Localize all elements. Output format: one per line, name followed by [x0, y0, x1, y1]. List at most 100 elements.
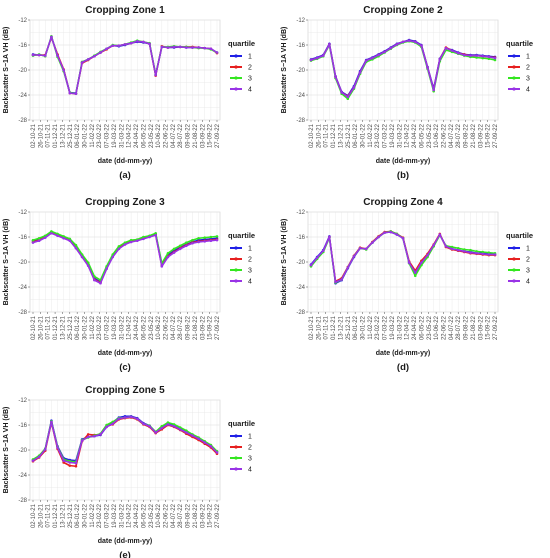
- panel-caption: (d): [397, 362, 409, 373]
- panel-caption: (b): [397, 170, 409, 181]
- x-tick-label: 01-12-21: [331, 123, 337, 148]
- data-point-q4: [364, 59, 368, 62]
- data-point-q3: [142, 235, 145, 239]
- x-tick-label: 23-05-22: [149, 503, 155, 528]
- data-point-q4: [68, 91, 72, 95]
- data-point-q3: [50, 230, 53, 233]
- data-point-q4: [117, 417, 121, 421]
- data-point-q4: [334, 75, 337, 79]
- x-tick-label: 23-05-22: [149, 315, 155, 340]
- data-point-q3: [37, 236, 41, 240]
- data-point-q4: [309, 58, 313, 62]
- x-tick-label: 28-07-22: [178, 503, 184, 528]
- legend-marker-q4: [234, 87, 238, 91]
- x-tick-label: 31-03-22: [397, 123, 403, 148]
- x-tick-label: 31-03-22: [119, 315, 125, 340]
- x-tick-label: 07-03-22: [105, 315, 111, 340]
- data-point-q4: [117, 247, 121, 251]
- x-axis-label: date (dd-mm-yy): [98, 158, 152, 165]
- x-tick-label: 24-04-22: [134, 503, 140, 528]
- data-point-q4: [135, 417, 139, 421]
- y-axis-label: Backscatter S−1A VH (dB): [3, 407, 10, 494]
- legend-label-q2: 2: [526, 65, 530, 72]
- y-tick-label: -20: [18, 448, 27, 454]
- data-point-q3: [197, 236, 200, 240]
- legend-label-q4: 4: [526, 279, 530, 286]
- x-tick-label: 12-04-22: [405, 315, 411, 340]
- legend-label-q4: 4: [248, 87, 252, 94]
- data-point-q4: [346, 95, 350, 99]
- x-tick-label: 15-09-22: [208, 315, 214, 340]
- data-point-q4: [185, 46, 188, 49]
- x-tick-label: 11-02-22: [368, 315, 374, 339]
- data-point-q4: [31, 459, 35, 462]
- x-tick-label: 03-09-22: [200, 315, 206, 340]
- legend-label-q1: 1: [248, 434, 252, 441]
- x-tick-label: 23-02-22: [375, 315, 381, 340]
- x-tick-label: 07-11-21: [46, 123, 52, 147]
- data-point-q3: [166, 251, 170, 255]
- legend-label-q3: 3: [248, 76, 252, 83]
- chart-title: Cropping Zone 4: [363, 197, 443, 208]
- data-point-q4: [209, 47, 213, 51]
- data-point-q4: [475, 54, 478, 57]
- legend-marker-q4: [512, 279, 516, 283]
- data-point-q3: [154, 231, 157, 235]
- data-point-q4: [328, 43, 331, 46]
- x-tick-label: 06-01-22: [75, 503, 81, 528]
- panel-caption: (e): [119, 550, 131, 558]
- x-tick-label: 04-07-22: [449, 123, 455, 148]
- y-axis-label: Backscatter S−1A VH (dB): [3, 219, 10, 306]
- x-tick-label: 12-04-22: [127, 123, 133, 148]
- data-point-q3: [166, 421, 170, 424]
- data-point-q4: [215, 238, 219, 242]
- x-axis-label: date (dd-mm-yy): [376, 350, 430, 357]
- data-point-q4: [160, 265, 164, 268]
- data-point-q4: [340, 91, 343, 94]
- data-point-q4: [74, 461, 78, 465]
- data-point-q4: [154, 431, 157, 434]
- x-tick-label: 07-03-22: [383, 123, 389, 148]
- data-point-q3: [123, 241, 127, 244]
- data-point-q4: [450, 49, 454, 52]
- data-point-q4: [352, 255, 356, 258]
- data-point-q4: [203, 46, 207, 50]
- data-point-q4: [389, 230, 393, 234]
- y-tick-label: -12: [296, 210, 305, 216]
- y-tick-label: -12: [18, 18, 27, 24]
- x-tick-label: 23-02-22: [97, 315, 103, 340]
- data-point-q3: [493, 58, 497, 62]
- data-point-q4: [185, 431, 188, 434]
- panel-caption: (a): [119, 170, 131, 181]
- data-point-q4: [56, 54, 59, 57]
- data-point-q4: [31, 241, 35, 244]
- data-point-q4: [43, 448, 47, 451]
- x-tick-label: 01-12-21: [331, 315, 337, 340]
- data-point-q4: [135, 239, 139, 243]
- data-point-q4: [321, 54, 325, 57]
- x-tick-label: 21-08-22: [471, 123, 477, 148]
- data-point-q4: [105, 425, 108, 429]
- data-point-q4: [481, 252, 485, 256]
- data-point-q4: [444, 245, 448, 248]
- data-point-q4: [123, 243, 127, 246]
- x-tick-label: 27-09-22: [215, 503, 221, 528]
- data-point-q4: [340, 278, 343, 281]
- data-point-q4: [99, 51, 102, 54]
- x-tick-label: 04-07-22: [171, 315, 177, 340]
- data-point-q4: [123, 43, 127, 46]
- data-point-q3: [463, 248, 466, 251]
- x-axis-label: date (dd-mm-yy): [98, 538, 152, 545]
- x-tick-label: 03-09-22: [478, 123, 484, 148]
- x-tick-label: 25-12-21: [68, 503, 74, 528]
- x-tick-label: 10-06-22: [434, 315, 440, 340]
- data-point-q4: [413, 271, 417, 274]
- data-point-q4: [56, 234, 59, 238]
- data-point-q4: [358, 246, 362, 250]
- x-tick-label: 06-05-22: [141, 315, 147, 340]
- x-tick-label: 19-03-22: [112, 503, 118, 528]
- data-point-q4: [450, 247, 454, 251]
- data-point-q4: [321, 249, 325, 253]
- y-tick-label: -16: [18, 423, 27, 429]
